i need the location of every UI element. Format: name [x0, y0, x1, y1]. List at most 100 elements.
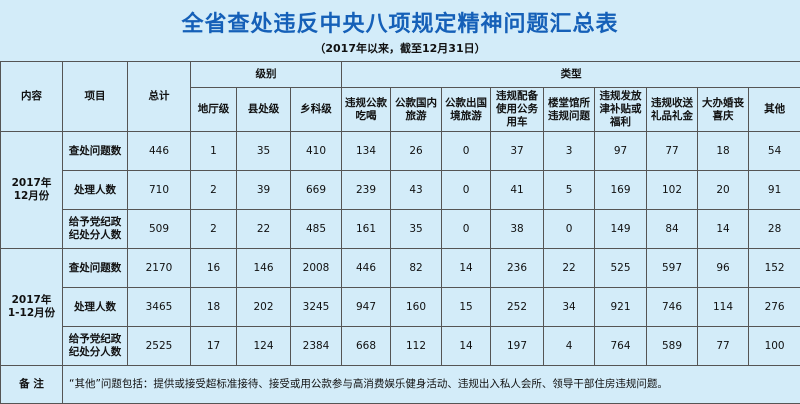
value-cell: 597: [646, 248, 699, 288]
value-cell: 14: [441, 248, 492, 288]
value-cell: 669: [289, 170, 343, 210]
value-cell: 77: [646, 131, 699, 171]
value-cell: 2: [190, 170, 237, 210]
value-cell: 3465: [127, 287, 191, 327]
value-cell: 0: [441, 209, 492, 249]
item-label: 查处问题数: [62, 248, 128, 288]
header-cell: 违规公款吃喝: [341, 87, 392, 132]
value-cell: 2384: [289, 326, 343, 366]
value-cell: 4: [543, 326, 596, 366]
value-cell: 152: [748, 248, 800, 288]
value-cell: 746: [646, 287, 699, 327]
header-cell: 大办婚丧喜庆: [697, 87, 750, 132]
value-cell: 668: [341, 326, 392, 366]
value-cell: 100: [748, 326, 800, 366]
value-cell: 112: [390, 326, 443, 366]
header-cell: 乡科级: [289, 87, 343, 132]
value-cell: 202: [236, 287, 291, 327]
header-cell: 类型: [341, 61, 800, 88]
value-cell: 764: [594, 326, 648, 366]
header-cell: 违规配备使用公务用车: [490, 87, 545, 132]
value-cell: 14: [697, 209, 750, 249]
header-cell: 内容: [0, 61, 63, 132]
header-cell: 地厅级: [190, 87, 237, 132]
value-cell: 35: [390, 209, 443, 249]
item-label: 给予党纪政纪处分人数: [62, 326, 128, 366]
value-cell: 91: [748, 170, 800, 210]
value-cell: 252: [490, 287, 545, 327]
value-cell: 161: [341, 209, 392, 249]
value-cell: 39: [236, 170, 291, 210]
header-cell: 总计: [127, 61, 191, 132]
value-cell: 124: [236, 326, 291, 366]
value-cell: 5: [543, 170, 596, 210]
value-cell: 276: [748, 287, 800, 327]
value-cell: 16: [190, 248, 237, 288]
value-cell: 43: [390, 170, 443, 210]
value-cell: 921: [594, 287, 648, 327]
value-cell: 710: [127, 170, 191, 210]
value-cell: 18: [697, 131, 750, 171]
group-label: 2017年 1-12月份: [0, 248, 63, 366]
item-label: 给予党纪政纪处分人数: [62, 209, 128, 249]
value-cell: 160: [390, 287, 443, 327]
item-label: 处理人数: [62, 170, 128, 210]
value-cell: 114: [697, 287, 750, 327]
group-label: 2017年 12月份: [0, 131, 63, 249]
header-row: 内容 项目 总计 级别 类型: [0, 61, 800, 132]
data-row: 处理人数 710 2 39 669 239 43 0 41 5 169 102 20 91: [1, 170, 800, 210]
value-cell: 239: [341, 170, 392, 210]
value-cell: 2525: [127, 326, 191, 366]
summary-table: 内容 项目 总计 级别 类型 地厅级 县处级 乡科级 违规公款吃喝 公款国内旅游 公款出国境旅游 违规…: [0, 61, 800, 404]
note-text: “其他”问题包括：提供或接受超标准接待、接受或用公款参与高消费娱乐健身活动、违规…: [61, 365, 800, 404]
value-cell: 97: [594, 131, 648, 171]
value-cell: 20: [697, 170, 750, 210]
header-cell: 公款出国境旅游: [441, 87, 492, 132]
value-cell: 3: [543, 131, 596, 171]
value-cell: 35: [236, 131, 291, 171]
value-cell: 96: [697, 248, 750, 288]
subtitle: （2017年以来，截至12月31日）: [314, 42, 486, 55]
value-cell: 509: [127, 209, 191, 249]
value-cell: 34: [543, 287, 596, 327]
value-cell: 3245: [289, 287, 343, 327]
value-cell: 84: [646, 209, 699, 249]
value-cell: 0: [441, 131, 492, 171]
value-cell: 410: [289, 131, 343, 171]
value-cell: 41: [490, 170, 545, 210]
value-cell: 2008: [289, 248, 343, 288]
header-cell: 级别: [189, 61, 343, 88]
value-cell: 2170: [127, 248, 191, 288]
header-row: 地厅级 县处级 乡科级 违规公款吃喝 公款国内旅游 公款出国境旅游 违规配备使用公务用车 楼堂…: [1, 87, 800, 132]
value-cell: 236: [490, 248, 545, 288]
value-cell: 28: [748, 209, 800, 249]
data-row: 给予党纪政纪处分人数 2525 17 124 2384 668 112 14 197 4 764 58…: [1, 326, 800, 366]
data-row: 给予党纪政纪处分人数 509 2 22 485 161 35 0 38 0 149 84 14 28: [1, 209, 800, 249]
header-cell: 违规收送礼品礼金: [646, 87, 699, 132]
note-label: 备 注: [0, 365, 63, 404]
note-row: 备 注 “其他”问题包括：提供或接受超标准接待、接受或用公款参与高消费娱乐健身活动…: [0, 365, 800, 404]
value-cell: 38: [490, 209, 545, 249]
data-row: 2017年 12月份 查处问题数 446 1 35 410 134 26 0 37 3 97 77 18 5…: [0, 131, 800, 249]
item-label: 查处问题数: [62, 131, 128, 171]
value-cell: 485: [289, 209, 343, 249]
value-cell: 15: [441, 287, 492, 327]
value-cell: 22: [236, 209, 291, 249]
value-cell: 1: [190, 131, 237, 171]
item-label: 处理人数: [62, 287, 128, 327]
value-cell: 22: [543, 248, 596, 288]
data-row: 2017年 1-12月份 查处问题数 2170 16 146 2008 446 82 14 236…: [0, 248, 800, 366]
header-cell: 项目: [62, 61, 128, 132]
title: 全省查处违反中央八项规定精神问题汇总表: [181, 12, 619, 37]
value-cell: 589: [646, 326, 699, 366]
header-cell: 楼堂馆所违规问题: [543, 87, 596, 132]
value-cell: 17: [190, 326, 237, 366]
value-cell: 134: [341, 131, 392, 171]
data-row: 处理人数 3465 18 202 3245 947 160 15 252 34 921 746 114 2…: [1, 287, 800, 327]
value-cell: 446: [127, 131, 191, 171]
value-cell: 146: [236, 248, 291, 288]
value-cell: 82: [390, 248, 443, 288]
header-cell: 县处级: [236, 87, 291, 132]
header-cell: 公款国内旅游: [390, 87, 443, 132]
value-cell: 0: [543, 209, 596, 249]
